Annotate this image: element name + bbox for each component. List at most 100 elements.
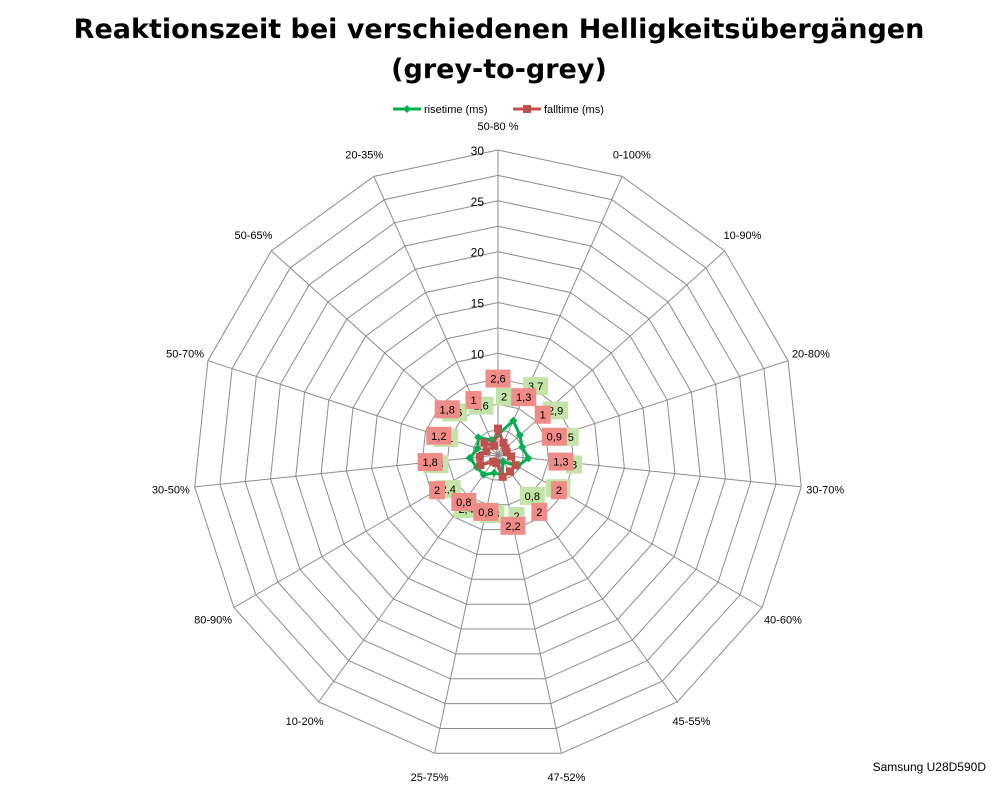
data-point: [473, 444, 482, 453]
data-label: 2: [501, 392, 507, 404]
data-label: 1: [470, 395, 476, 407]
category-label: 45-55%: [672, 716, 710, 728]
data-label-bg: [417, 453, 443, 472]
data-point: [475, 452, 484, 461]
data-label: 1,2: [431, 431, 446, 443]
data-label-bg: [548, 452, 574, 471]
grid-ring: [345, 301, 651, 605]
data-point: [480, 438, 489, 447]
grid-ring: [371, 327, 625, 580]
category-label: 20-35%: [345, 149, 383, 161]
data-label-bg: [531, 502, 548, 521]
grid-ring: [472, 429, 524, 481]
data-point: [489, 441, 498, 450]
data-label: 1,8: [422, 457, 437, 469]
data-label-bg: [534, 405, 551, 424]
legend-marker: [523, 105, 531, 113]
grid-spoke: [497, 250, 726, 456]
data-point: [524, 454, 533, 463]
category-label: 30-70%: [806, 484, 844, 496]
grid-spoke: [497, 454, 763, 608]
grid-spoke: [497, 176, 623, 456]
data-label-bg: [426, 426, 452, 445]
data-label: 1,3: [516, 392, 531, 404]
data-label-bg: [541, 427, 567, 446]
data-label: 2,9: [548, 406, 563, 418]
r-tick-label: 15: [471, 297, 485, 311]
data-label: 1,3: [553, 457, 568, 469]
data-point: [515, 431, 524, 440]
chart-title: Reaktionszeit bei verschiedenen Helligke…: [0, 10, 998, 90]
legend-label: risetime (ms): [424, 104, 488, 116]
data-label-bg: [465, 391, 482, 409]
data-label: 1: [540, 410, 546, 422]
data-point: [505, 467, 514, 476]
grid-ring: [295, 251, 701, 655]
data-point: [498, 457, 507, 466]
data-point: [490, 468, 499, 477]
legend-marker: [403, 105, 411, 113]
data-point: [509, 416, 518, 425]
data-point: [498, 472, 507, 481]
data-point: [476, 461, 485, 470]
data-label: 2,2: [505, 521, 520, 533]
grid-spoke: [318, 454, 499, 703]
data-label-bg: [519, 486, 545, 505]
category-label: 0-100%: [613, 149, 651, 161]
category-label: 20-80%: [792, 348, 830, 360]
grid-ring: [269, 225, 727, 680]
category-label: 10-90%: [724, 230, 762, 242]
grid-ring: [396, 352, 600, 555]
category-label: 50-70%: [166, 348, 204, 360]
r-tick-label: 10: [471, 347, 485, 361]
grid-spoke: [497, 454, 802, 488]
data-point: [502, 448, 511, 457]
data-label: 2: [434, 485, 440, 497]
category-label: 47-52%: [547, 772, 585, 784]
data-label-bg: [473, 502, 499, 521]
legend: risetime (ms) falltime (ms): [393, 104, 604, 116]
data-label: 2: [536, 507, 542, 519]
data-point: [482, 447, 491, 456]
category-label: 10-20%: [286, 716, 324, 728]
data-label: 0,9: [547, 432, 562, 444]
data-label: 1,8: [440, 404, 455, 416]
data-point: [499, 438, 508, 447]
data-label-bg: [451, 493, 477, 511]
data-point: [518, 443, 527, 452]
series-lines: [465, 416, 533, 481]
category-label: 50-80 %: [478, 121, 519, 133]
category-label: 50-65%: [235, 230, 273, 242]
data-label-bg: [429, 481, 446, 500]
data-label: 0,8: [478, 507, 493, 519]
data-point: [494, 424, 502, 433]
series-line: [467, 418, 531, 477]
footer-model: Samsung U28D590D: [872, 760, 986, 774]
grid-ring: [244, 200, 752, 705]
category-label: 80-90%: [194, 615, 232, 627]
data-point: [465, 453, 474, 462]
data-label-bg: [496, 387, 512, 406]
data-label: 0,8: [456, 497, 471, 509]
data-label: 3: [571, 459, 577, 471]
data-label: 2,6: [490, 374, 505, 386]
grid-ring: [219, 174, 777, 729]
data-point: [511, 461, 520, 470]
data-point: [507, 452, 516, 461]
data-label-bg: [485, 369, 511, 388]
r-tick-label: 20: [471, 246, 485, 260]
grid-ring: [194, 149, 802, 754]
r-tick-label: 30: [471, 144, 485, 158]
data-label: 0,8: [525, 491, 540, 503]
data-label: 2: [556, 485, 562, 497]
radar-grid: 50-80 % 0-100% 10-90% 20-80% 30-70% 40-60% 45-…: [152, 121, 845, 784]
chart-title-line1: Reaktionszeit bei verschiedenen Helligke…: [73, 14, 925, 45]
data-label-bg: [500, 516, 526, 535]
data-point: [489, 457, 498, 466]
category-label: 30-50%: [152, 484, 190, 496]
legend-label: falltime (ms): [544, 104, 604, 116]
grid-spoke: [270, 250, 499, 456]
grid-spoke: [233, 454, 499, 608]
data-label-bg: [511, 388, 537, 407]
